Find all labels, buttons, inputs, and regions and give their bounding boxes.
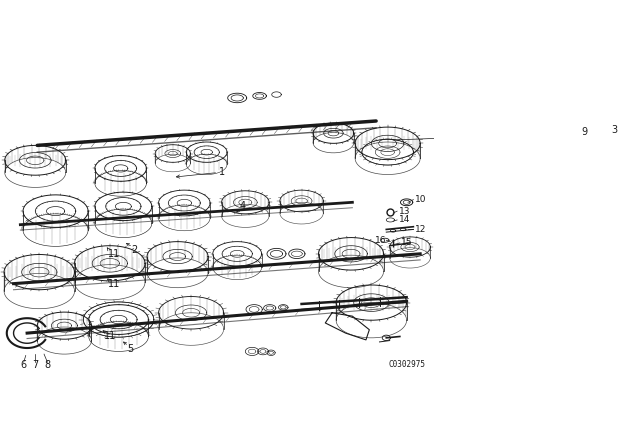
Text: 7: 7 bbox=[32, 360, 38, 370]
Text: 3: 3 bbox=[611, 125, 617, 135]
Text: 12: 12 bbox=[415, 225, 426, 234]
Text: 11: 11 bbox=[108, 249, 120, 259]
Text: 1: 1 bbox=[220, 168, 225, 177]
Text: 5: 5 bbox=[127, 344, 133, 353]
Text: 14: 14 bbox=[399, 215, 410, 224]
Text: 6: 6 bbox=[20, 360, 27, 370]
Text: 16: 16 bbox=[375, 236, 387, 245]
Text: 2: 2 bbox=[131, 245, 138, 255]
Text: 15: 15 bbox=[401, 238, 413, 247]
Text: 10: 10 bbox=[415, 195, 426, 204]
Text: 4: 4 bbox=[239, 202, 246, 211]
Text: 9: 9 bbox=[581, 127, 588, 137]
Text: 11: 11 bbox=[104, 332, 116, 341]
Text: 13: 13 bbox=[399, 207, 410, 215]
Text: 11: 11 bbox=[108, 279, 120, 289]
Text: 8: 8 bbox=[44, 360, 51, 370]
Text: C0302975: C0302975 bbox=[388, 360, 426, 369]
